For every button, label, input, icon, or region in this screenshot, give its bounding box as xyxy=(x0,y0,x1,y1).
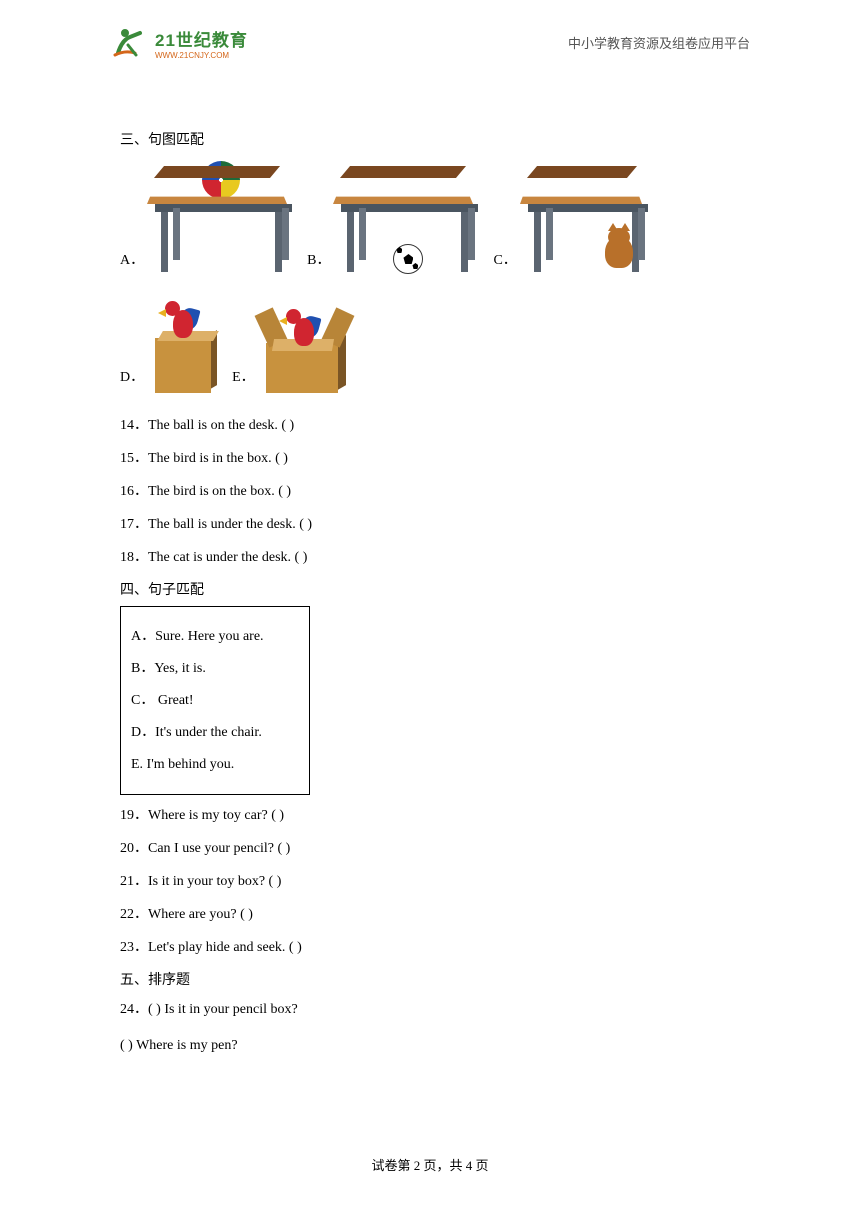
page-footer: 试卷第 2 页，共 4 页 xyxy=(0,1155,860,1174)
bird-in-box-icon xyxy=(258,298,358,393)
question-24: 24．( ) Is it in your pencil box? xyxy=(120,999,740,1020)
desk-cat-under-icon xyxy=(520,166,650,276)
question-17: 17．The ball is under the desk. ( ) xyxy=(120,514,740,535)
section4-questions: 19．Where is my toy car? ( ) 20．Can I use… xyxy=(120,805,740,958)
section4-title: 四、句子匹配 xyxy=(120,580,740,601)
question-24b: ( ) Where is my pen? xyxy=(120,1035,740,1056)
bird-on-box-icon xyxy=(147,303,222,393)
question-20: 20．Can I use your pencil? ( ) xyxy=(120,838,740,859)
logo-url-text: WWW.21CNJY.COM xyxy=(155,51,248,60)
option-e: E． xyxy=(232,298,358,393)
page-content: 三、句图匹配 A． B． xyxy=(0,70,860,1098)
option-d: D． xyxy=(120,303,222,393)
option-c: C． xyxy=(493,166,649,276)
answer-a: A．Sure. Here you are. xyxy=(131,626,299,647)
answer-e: E. I'm behind you. xyxy=(131,754,299,775)
option-a-label: A． xyxy=(120,250,144,276)
answer-d: D．It's under the chair. xyxy=(131,722,299,743)
image-row-2: D． E． xyxy=(120,298,740,393)
option-c-label: C． xyxy=(493,250,516,276)
question-22: 22．Where are you? ( ) xyxy=(120,904,740,925)
question-18: 18．The cat is under the desk. ( ) xyxy=(120,547,740,568)
logo-text: 21世纪教育 WWW.21CNJY.COM xyxy=(155,26,248,60)
option-b-label: B． xyxy=(307,250,330,276)
header-subtitle: 中小学教育资源及组卷应用平台 xyxy=(568,33,750,52)
answer-b: B．Yes, it is. xyxy=(131,658,299,679)
section3-questions: 14．The ball is on the desk. ( ) 15．The b… xyxy=(120,415,740,568)
section5-title: 五、排序题 xyxy=(120,970,740,991)
logo-icon xyxy=(110,25,150,60)
image-row-1: A． B． xyxy=(120,166,740,276)
answer-box: A．Sure. Here you are. B．Yes, it is. C． G… xyxy=(120,606,310,795)
answer-c: C． Great! xyxy=(131,690,299,711)
option-b: B． xyxy=(307,166,483,276)
desk-ball-under-icon xyxy=(333,166,483,276)
option-a: A． xyxy=(120,166,297,276)
question-23: 23．Let's play hide and seek. ( ) xyxy=(120,937,740,958)
option-e-label: E． xyxy=(232,367,255,393)
question-14: 14．The ball is on the desk. ( ) xyxy=(120,415,740,436)
logo: 21世纪教育 WWW.21CNJY.COM xyxy=(110,25,248,60)
question-21: 21．Is it in your toy box? ( ) xyxy=(120,871,740,892)
logo-main-text: 21世纪教育 xyxy=(155,26,248,51)
desk-ball-on-icon xyxy=(147,166,297,276)
page-header: 21世纪教育 WWW.21CNJY.COM 中小学教育资源及组卷应用平台 xyxy=(0,0,860,70)
section3-title: 三、句图匹配 xyxy=(120,130,740,151)
option-d-label: D． xyxy=(120,367,144,393)
question-19: 19．Where is my toy car? ( ) xyxy=(120,805,740,826)
question-15: 15．The bird is in the box. ( ) xyxy=(120,448,740,469)
question-16: 16．The bird is on the box. ( ) xyxy=(120,481,740,502)
